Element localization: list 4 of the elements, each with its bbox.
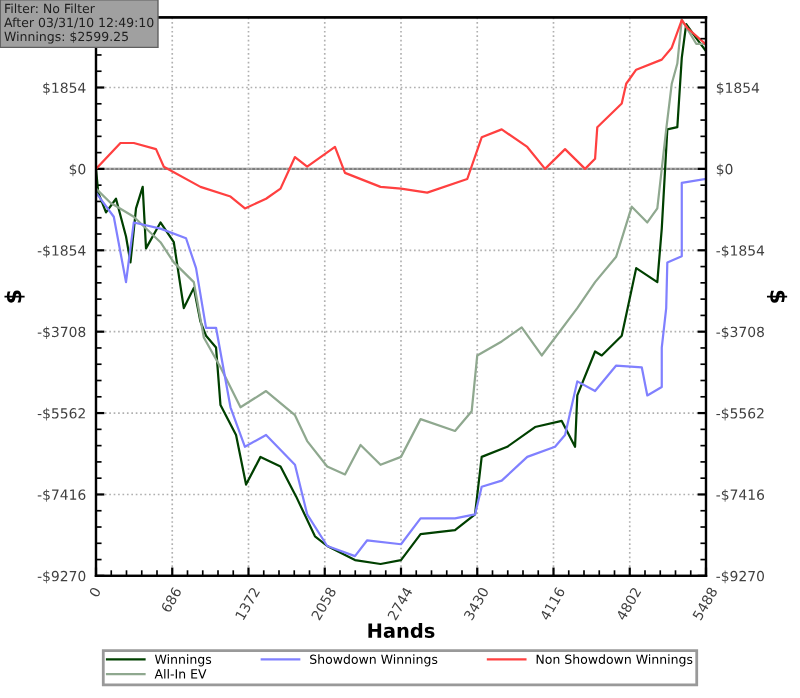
x-axis-title: Hands: [368, 622, 435, 638]
y2-axis-title: $: [766, 290, 788, 303]
line-series: [96, 177, 706, 558]
y-axis-title: $: [4, 290, 25, 303]
